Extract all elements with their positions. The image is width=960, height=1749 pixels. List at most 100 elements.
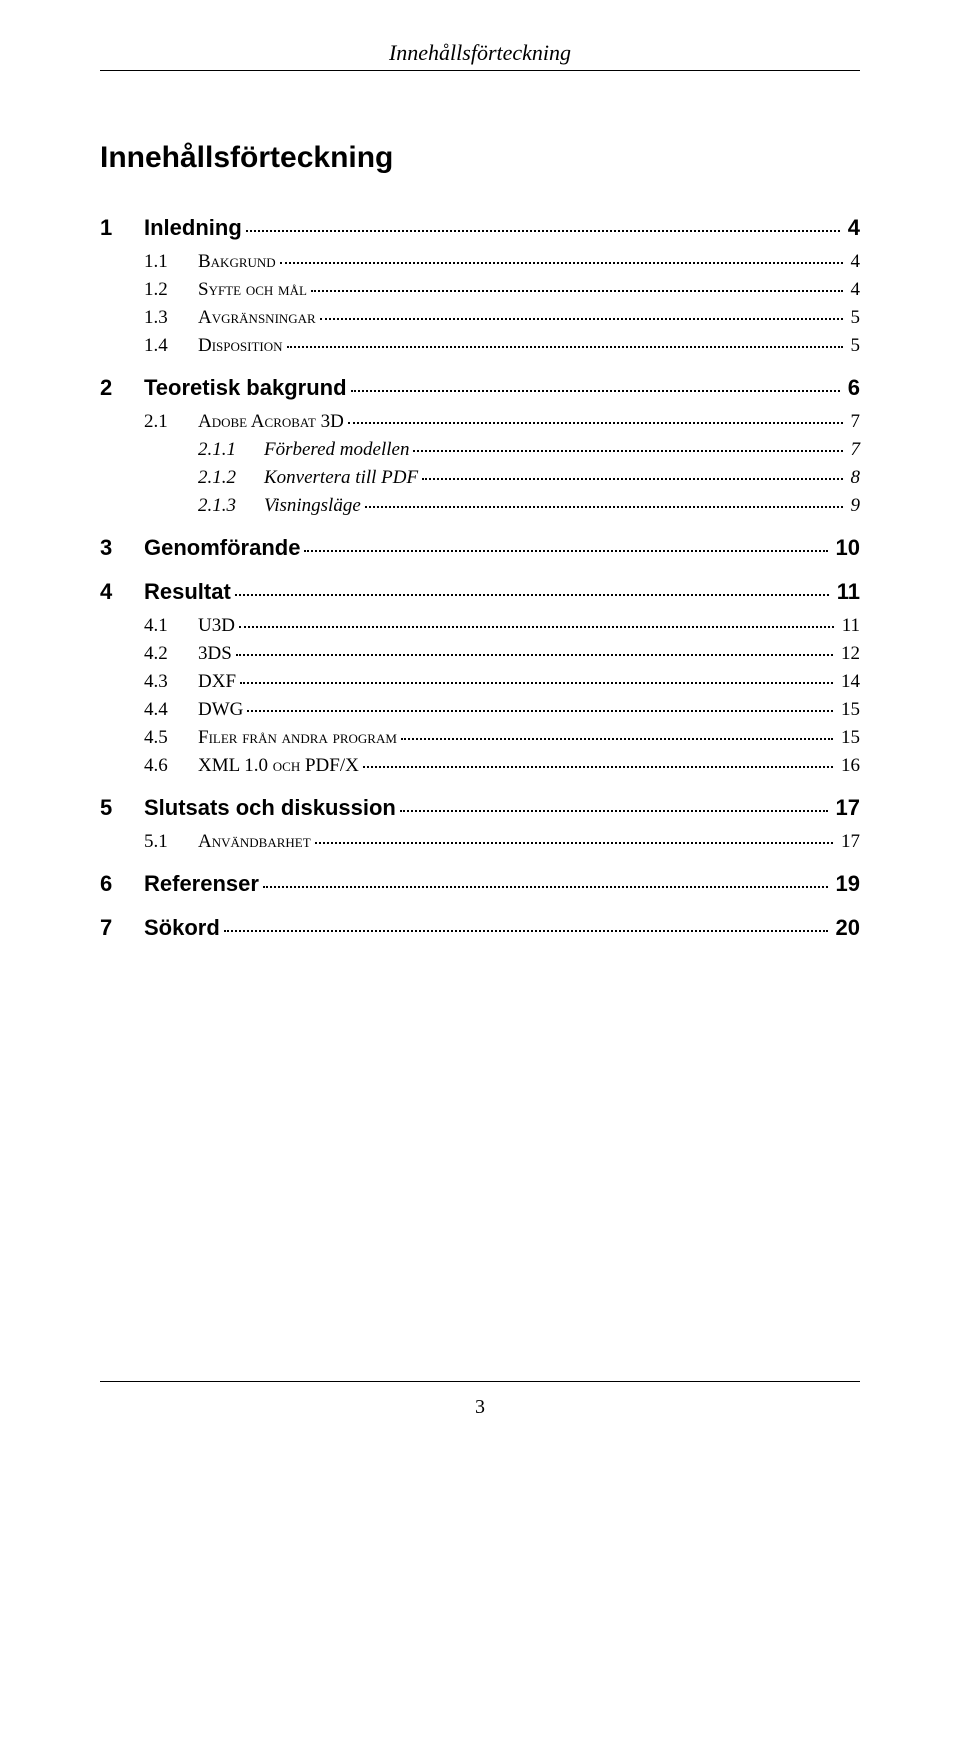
toc-entry: 3Genomförande10 <box>100 535 860 561</box>
toc-leader-dots <box>363 766 833 768</box>
toc-number: 4.5 <box>144 727 198 749</box>
toc-number: 6 <box>100 871 144 897</box>
toc-title: Genomförande <box>144 535 300 561</box>
toc-page: 15 <box>837 699 860 721</box>
toc-page: 20 <box>832 915 860 941</box>
toc-title: Slutsats och diskussion <box>144 795 396 821</box>
toc-leader-dots <box>240 682 833 684</box>
toc-entry: 1.2Syfte och mål4 <box>144 279 860 301</box>
toc-leader-dots <box>280 262 843 264</box>
toc-number: 2.1.3 <box>198 495 264 517</box>
toc-page: 10 <box>832 535 860 561</box>
toc-title: Syfte och mål <box>198 279 307 301</box>
toc-entry: 4.4DWG 15 <box>144 699 860 721</box>
toc-entry: 1.4Disposition5 <box>144 335 860 357</box>
toc-leader-dots <box>413 450 842 452</box>
toc-leader-dots <box>400 810 828 812</box>
toc-leader-dots <box>304 550 827 552</box>
toc-title: Disposition <box>198 335 283 357</box>
toc-page: 5 <box>847 307 861 329</box>
toc-number: 4.3 <box>144 671 198 693</box>
toc-page: 15 <box>837 727 860 749</box>
table-of-contents: 1Inledning41.1Bakgrund41.2Syfte och mål4… <box>100 215 860 941</box>
toc-title: Sökord <box>144 915 220 941</box>
toc-title: Användbarhet <box>198 831 311 853</box>
toc-number: 2.1 <box>144 411 198 433</box>
toc-entry: 2.1.2Konvertera till PDF8 <box>198 467 860 489</box>
toc-page: 8 <box>847 467 861 489</box>
toc-number: 4.1 <box>144 615 198 637</box>
toc-number: 5.1 <box>144 831 198 853</box>
toc-entry: 6Referenser19 <box>100 871 860 897</box>
toc-page: 16 <box>837 755 860 777</box>
running-header: Innehållsförteckning <box>100 40 860 71</box>
toc-title: Avgränsningar <box>198 307 316 329</box>
toc-title: DXF <box>198 671 236 693</box>
toc-page: 11 <box>833 579 860 605</box>
toc-page: 9 <box>847 495 861 517</box>
page-number: 3 <box>100 1396 860 1419</box>
toc-leader-dots <box>311 290 843 292</box>
toc-number: 5 <box>100 795 144 821</box>
toc-title: Inledning <box>144 215 242 241</box>
toc-entry: 5.1Användbarhet17 <box>144 831 860 853</box>
toc-number: 4 <box>100 579 144 605</box>
toc-leader-dots <box>422 478 842 480</box>
toc-number: 4.6 <box>144 755 198 777</box>
toc-title: Teoretisk bakgrund <box>144 375 347 401</box>
toc-number: 4.2 <box>144 643 198 665</box>
toc-leader-dots <box>263 886 828 888</box>
toc-entry: 4.23DS 12 <box>144 643 860 665</box>
toc-page: 7 <box>847 411 861 433</box>
toc-number: 1.4 <box>144 335 198 357</box>
toc-leader-dots <box>236 654 833 656</box>
toc-number: 1.1 <box>144 251 198 273</box>
toc-page: 14 <box>837 671 860 693</box>
toc-entry: 7Sökord20 <box>100 915 860 941</box>
toc-leader-dots <box>247 710 833 712</box>
toc-leader-dots <box>287 346 843 348</box>
toc-leader-dots <box>246 230 840 232</box>
toc-title: 3DS <box>198 643 232 665</box>
toc-entry: 1.3Avgränsningar5 <box>144 307 860 329</box>
toc-number: 1 <box>100 215 144 241</box>
toc-title: Bakgrund <box>198 251 276 273</box>
toc-entry: 4.3DXF 14 <box>144 671 860 693</box>
toc-leader-dots <box>224 930 828 932</box>
toc-page: 11 <box>838 615 860 637</box>
toc-number: 4.4 <box>144 699 198 721</box>
toc-page: 4 <box>844 215 860 241</box>
toc-page: 7 <box>847 439 861 461</box>
toc-title: Resultat <box>144 579 231 605</box>
toc-entry: 2Teoretisk bakgrund 6 <box>100 375 860 401</box>
toc-leader-dots <box>348 422 843 424</box>
toc-leader-dots <box>315 842 833 844</box>
toc-entry: 5Slutsats och diskussion 17 <box>100 795 860 821</box>
toc-entry: 1.1Bakgrund 4 <box>144 251 860 273</box>
toc-entry: 2.1Adobe Acrobat 3D7 <box>144 411 860 433</box>
toc-leader-dots <box>320 318 843 320</box>
toc-leader-dots <box>365 506 843 508</box>
toc-title: U3D <box>198 615 235 637</box>
toc-page: 12 <box>837 643 860 665</box>
toc-leader-dots <box>235 594 829 596</box>
toc-title: Konvertera till PDF <box>264 467 418 489</box>
footer-rule <box>100 1381 860 1382</box>
toc-page: 4 <box>847 251 861 273</box>
toc-entry: 4.5Filer från andra program15 <box>144 727 860 749</box>
toc-title: XML 1.0 och PDF/X <box>198 755 359 777</box>
toc-title: Visningsläge <box>264 495 361 517</box>
toc-entry: 4.1U3D 11 <box>144 615 860 637</box>
toc-leader-dots <box>401 738 833 740</box>
toc-title: DWG <box>198 699 243 721</box>
toc-entry: 1Inledning 4 <box>100 215 860 241</box>
toc-entry: 2.1.1Förbered modellen7 <box>198 439 860 461</box>
toc-leader-dots <box>351 390 840 392</box>
toc-page: 6 <box>844 375 860 401</box>
toc-page: 4 <box>847 279 861 301</box>
toc-number: 2.1.1 <box>198 439 264 461</box>
toc-entry: 4.6XML 1.0 och PDF/X 16 <box>144 755 860 777</box>
toc-page: 19 <box>832 871 860 897</box>
toc-page: 17 <box>832 795 860 821</box>
toc-number: 2 <box>100 375 144 401</box>
